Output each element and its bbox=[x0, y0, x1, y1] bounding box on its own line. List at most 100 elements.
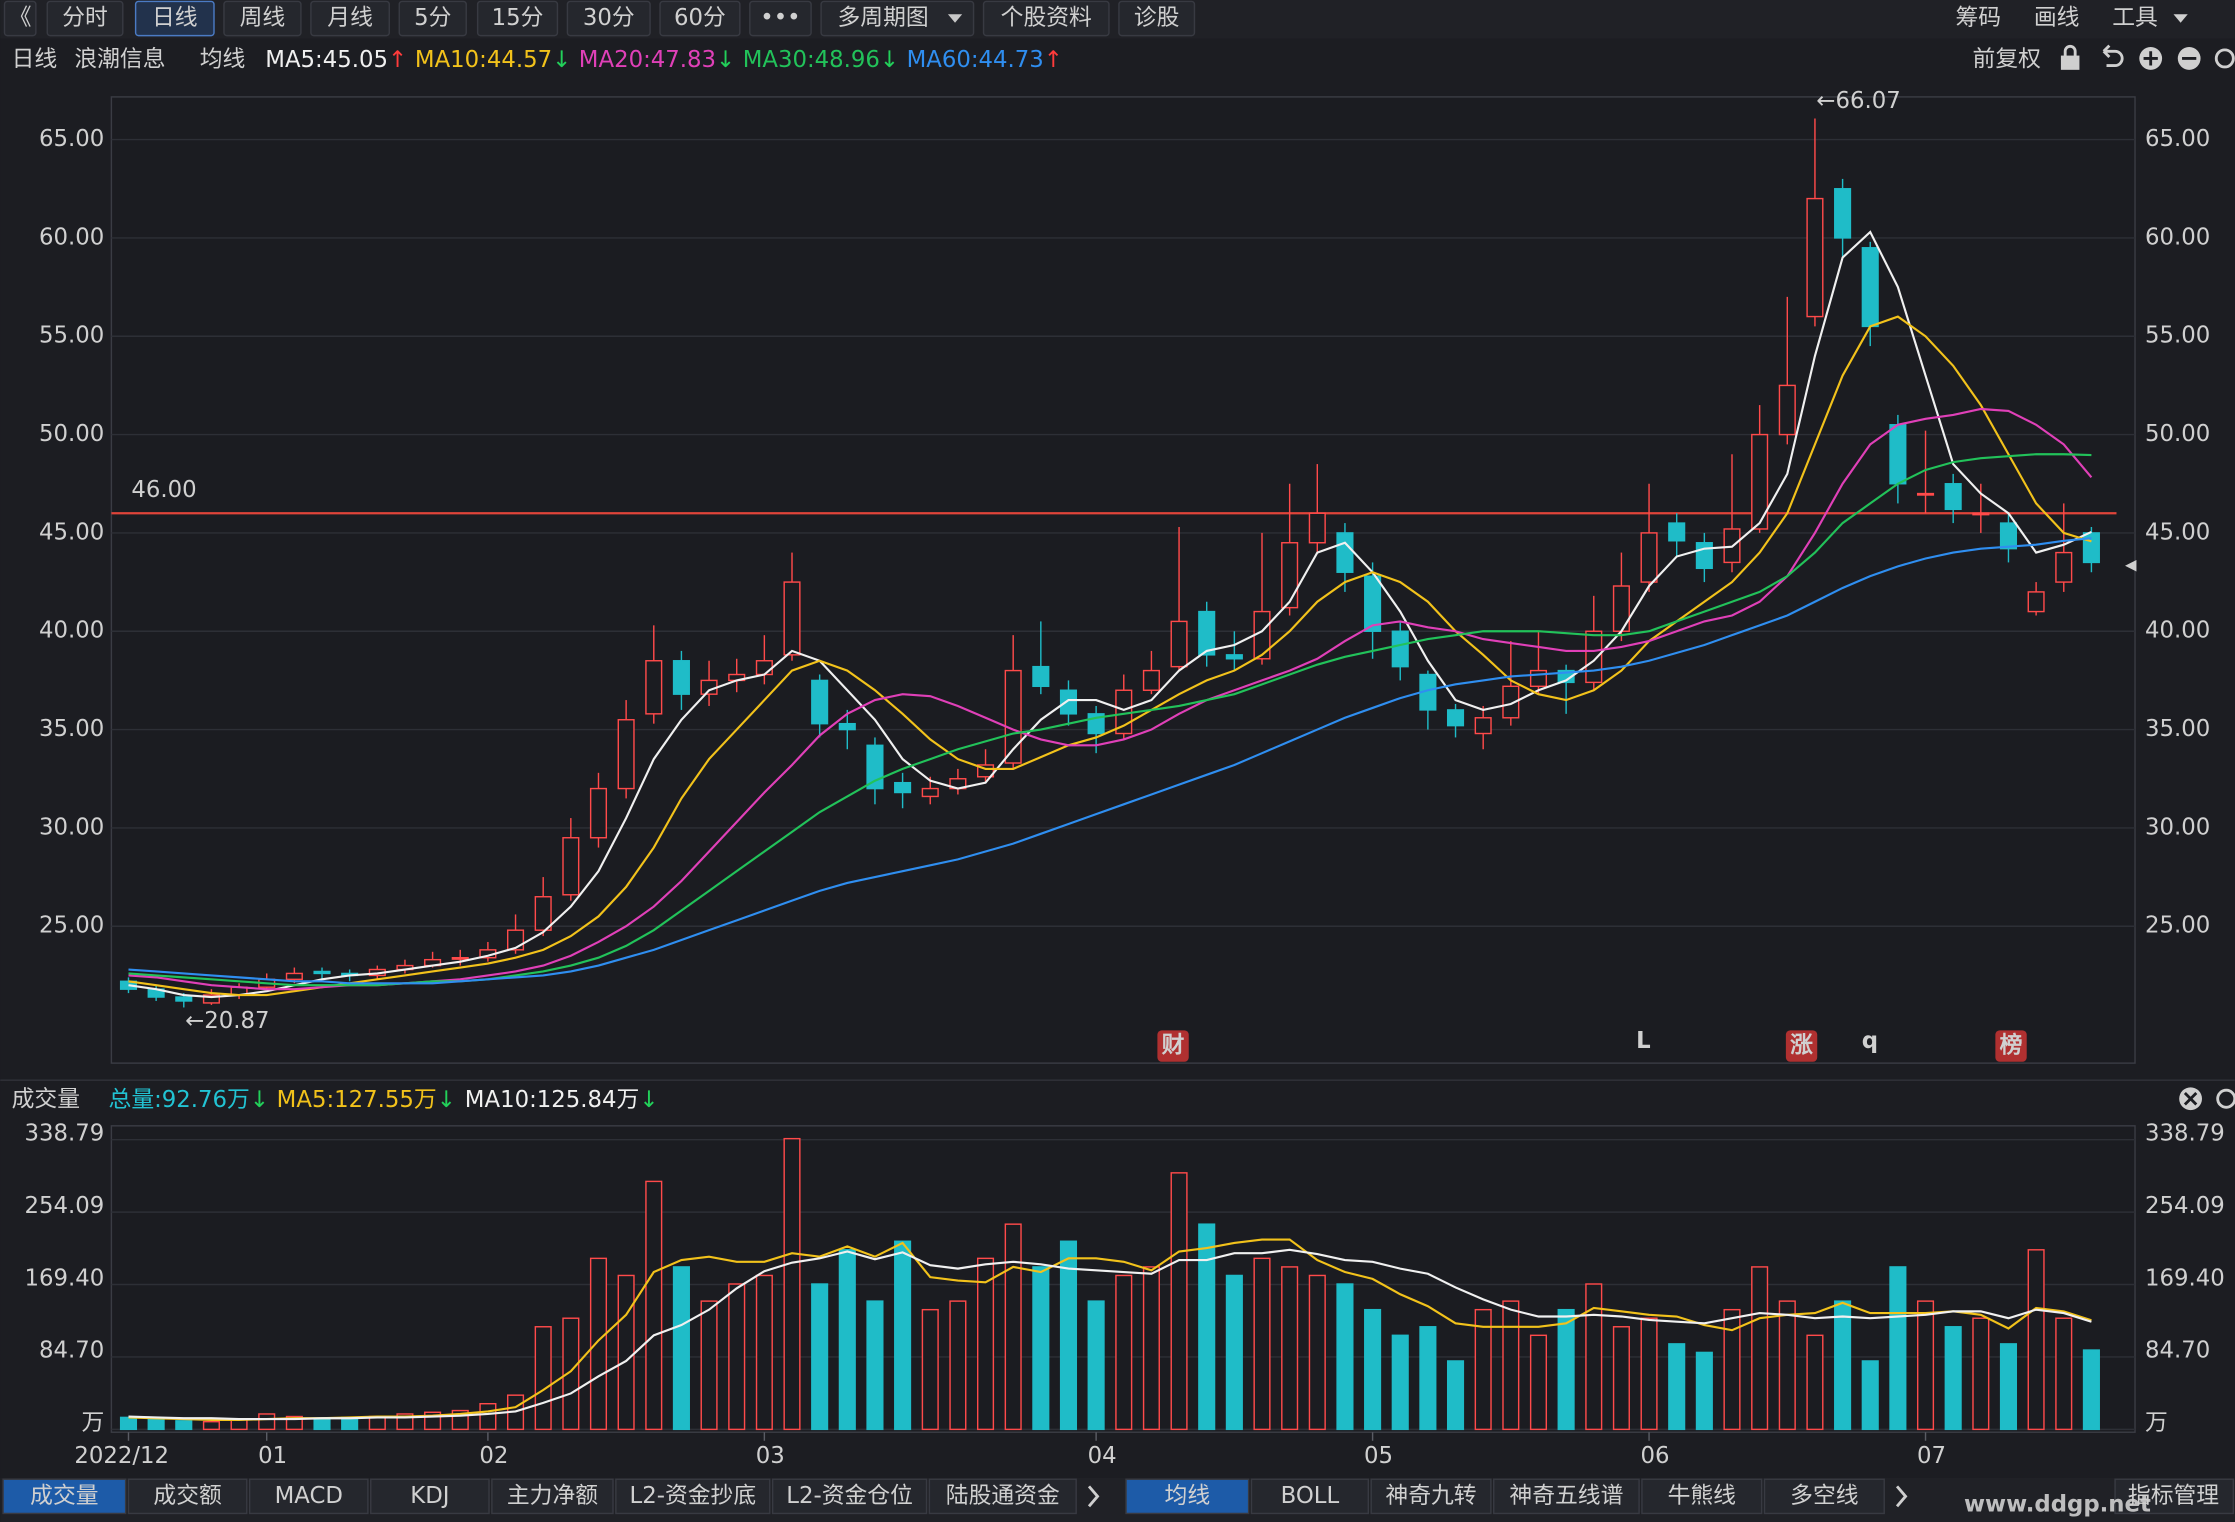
indicator-tab-label[interactable]: 主力净额 bbox=[507, 1483, 598, 1509]
tab-button[interactable] bbox=[46, 0, 124, 37]
candle-body bbox=[1474, 717, 1492, 735]
tab-label[interactable]: 30分 bbox=[583, 5, 635, 31]
candle-body bbox=[1142, 669, 1160, 691]
overlay-tab[interactable] bbox=[1250, 1478, 1370, 1515]
tab-button[interactable] bbox=[476, 0, 559, 37]
tab-label[interactable]: 诊股 bbox=[1134, 5, 1180, 31]
event-marker-bg[interactable] bbox=[1995, 1030, 2027, 1062]
indicator-tab-label[interactable]: 成交量 bbox=[30, 1483, 98, 1509]
tab-button[interactable] bbox=[749, 0, 812, 37]
event-marker[interactable]: 财 bbox=[1162, 1033, 1185, 1059]
overlay-tab-label[interactable]: 均线 bbox=[1165, 1483, 1211, 1509]
toolbar-right-item[interactable]: 筹码 bbox=[1955, 5, 2001, 31]
tab-button[interactable] bbox=[659, 0, 741, 37]
candle-body bbox=[202, 994, 220, 1004]
toolbar-right-item[interactable]: 工具 bbox=[2112, 5, 2158, 31]
scroll-arrow[interactable] bbox=[1087, 1485, 1100, 1508]
volume-bar bbox=[1225, 1274, 1243, 1431]
volume-bar bbox=[1916, 1300, 1935, 1431]
legend-arrow: ↓ bbox=[437, 1087, 456, 1113]
tab-button[interactable] bbox=[134, 0, 215, 37]
tab-button[interactable] bbox=[223, 0, 302, 37]
indicator-tab[interactable] bbox=[248, 1478, 369, 1515]
indicator-tab-label[interactable]: 成交额 bbox=[153, 1483, 222, 1509]
tab-button[interactable] bbox=[1118, 0, 1196, 37]
overlay-tab[interactable] bbox=[1763, 1478, 1885, 1515]
indicator-tab[interactable] bbox=[370, 1478, 490, 1515]
tab-label[interactable]: 5分 bbox=[414, 5, 451, 31]
lock-icon[interactable] bbox=[2060, 55, 2080, 70]
candle-body bbox=[1059, 689, 1078, 715]
indicator-tab[interactable] bbox=[491, 1478, 614, 1515]
tab-label[interactable]: 个股资料 bbox=[1001, 5, 1092, 31]
volume-bar bbox=[1087, 1300, 1105, 1431]
event-marker-bg[interactable] bbox=[1157, 1030, 1189, 1062]
indicator-tab-label[interactable]: 陆股通资金 bbox=[946, 1483, 1060, 1509]
undo-icon[interactable] bbox=[2102, 44, 2124, 67]
legend-entry: 总量:92.76万↓ bbox=[109, 1087, 269, 1113]
overlay-tab-label[interactable]: 多空线 bbox=[1790, 1483, 1858, 1509]
volume-bar bbox=[562, 1317, 580, 1431]
volume-bar bbox=[728, 1283, 746, 1431]
volume-bar bbox=[672, 1266, 690, 1431]
tab-button[interactable] bbox=[820, 0, 975, 37]
tab-label[interactable]: 日线 bbox=[152, 5, 198, 31]
event-marker[interactable]: L bbox=[1636, 1028, 1651, 1054]
indicator-tab-label[interactable]: L2-资金抄底 bbox=[630, 1483, 757, 1509]
candle-body bbox=[451, 956, 469, 960]
tab-label[interactable]: 分时 bbox=[62, 5, 108, 31]
overlay-tab[interactable] bbox=[1370, 1478, 1492, 1515]
volume-bar bbox=[147, 1418, 165, 1431]
indicator-tab-label[interactable]: L2-资金仓位 bbox=[786, 1483, 913, 1509]
tab-label[interactable]: 周线 bbox=[240, 5, 286, 31]
y-tick-label: 84.70 bbox=[39, 1338, 104, 1364]
toolbar-right-item[interactable]: 画线 bbox=[2034, 5, 2080, 31]
tab-label[interactable]: 15分 bbox=[492, 5, 544, 31]
indicator-tab[interactable] bbox=[928, 1478, 1077, 1515]
x-tick-label: 01 bbox=[258, 1443, 287, 1469]
overlay-tab[interactable] bbox=[1641, 1478, 1763, 1515]
scroll-arrow[interactable] bbox=[1895, 1485, 1908, 1508]
indicator-tab[interactable] bbox=[127, 1478, 248, 1515]
tab-button[interactable] bbox=[566, 0, 651, 37]
legend-label: MA10:44.57 bbox=[415, 46, 552, 72]
volume-bar bbox=[2082, 1349, 2100, 1431]
y-tick-label: 169.40 bbox=[24, 1265, 104, 1291]
indicator-tab[interactable] bbox=[615, 1478, 771, 1515]
indicator-tab[interactable] bbox=[2, 1478, 127, 1515]
manage-button[interactable] bbox=[2114, 1478, 2235, 1515]
indicator-tab[interactable] bbox=[771, 1478, 928, 1515]
x-tick-label: 06 bbox=[1641, 1443, 1670, 1469]
overlay-tab[interactable] bbox=[1125, 1478, 1250, 1515]
overlay-tab-label[interactable]: 神奇五线谱 bbox=[1509, 1483, 1623, 1509]
tab-label[interactable]: 60分 bbox=[674, 5, 726, 31]
event-marker[interactable]: 涨 bbox=[1790, 1033, 1813, 1059]
reference-label: 46.00 bbox=[131, 477, 196, 503]
tab-label[interactable]: 《 bbox=[9, 5, 32, 31]
adjust-label[interactable]: 前复权 bbox=[1973, 46, 2042, 72]
indicator-tab-label[interactable]: KDJ bbox=[410, 1483, 449, 1509]
overlay-tab[interactable] bbox=[1493, 1478, 1640, 1515]
tab-label[interactable]: 多周期图 bbox=[837, 5, 928, 31]
tab-button[interactable] bbox=[3, 0, 37, 37]
event-marker[interactable]: q bbox=[1862, 1028, 1878, 1054]
manage-label[interactable]: 指标管理 bbox=[2128, 1483, 2219, 1509]
overlay-tab-label[interactable]: BOLL bbox=[1281, 1483, 1340, 1509]
tab-button[interactable] bbox=[310, 0, 390, 37]
tab-button[interactable] bbox=[398, 0, 467, 37]
tab-button[interactable] bbox=[982, 0, 1110, 37]
indicator-tab-label[interactable]: MACD bbox=[275, 1483, 343, 1509]
overlay-tab-label[interactable]: 神奇九转 bbox=[1385, 1483, 1476, 1509]
event-marker-bg[interactable] bbox=[1785, 1030, 1818, 1062]
settings-icon[interactable] bbox=[2214, 48, 2235, 69]
ma-line bbox=[128, 1248, 2092, 1421]
legend-entry: MA5:127.55万↓ bbox=[277, 1087, 456, 1113]
volume-bar bbox=[1972, 1317, 1990, 1431]
tab-label[interactable]: 月线 bbox=[327, 5, 373, 31]
volume-bar bbox=[1723, 1308, 1741, 1431]
overlay-tab-label[interactable]: 牛熊线 bbox=[1668, 1483, 1736, 1509]
legend-entry: MA10:125.84万↓ bbox=[465, 1087, 659, 1113]
volume-bar bbox=[2055, 1317, 2073, 1431]
tab-label[interactable]: ••• bbox=[760, 5, 800, 31]
event-marker[interactable]: 榜 bbox=[2000, 1032, 2023, 1059]
